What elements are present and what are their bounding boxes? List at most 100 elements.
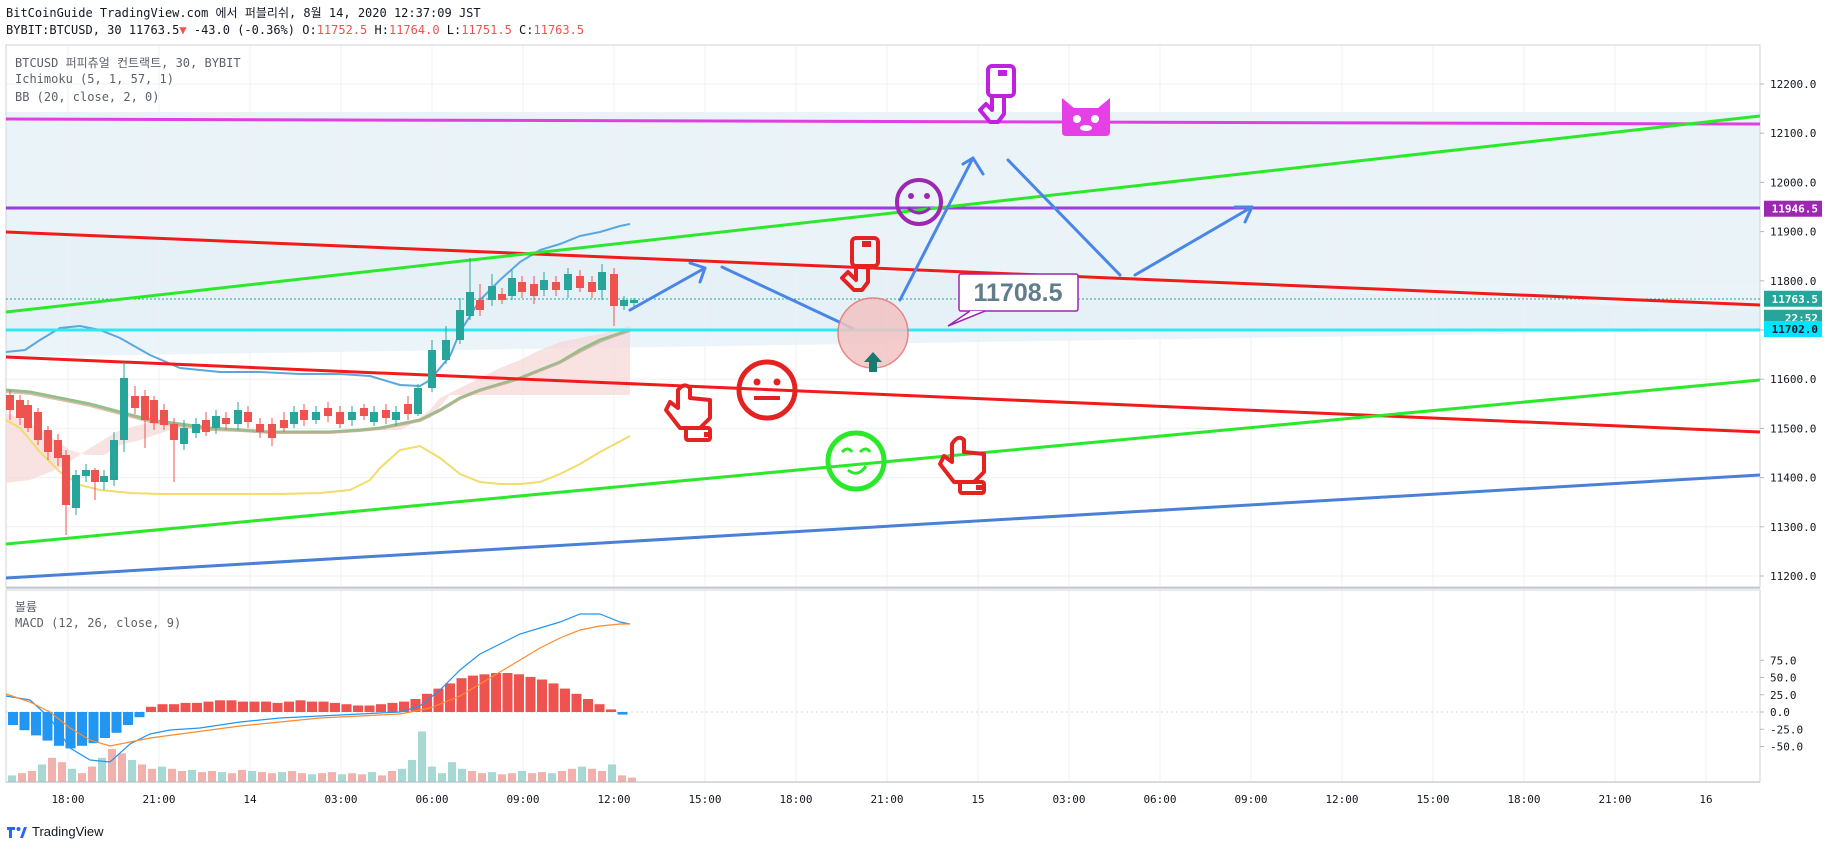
- candle: [414, 384, 422, 416]
- candle: [552, 276, 560, 296]
- footer-brand-label: TradingView: [32, 824, 104, 839]
- candle: [598, 264, 606, 300]
- macd-hist-bar: [8, 712, 18, 725]
- pointing-down-hand-icon[interactable]: [840, 236, 880, 292]
- time-tick-label: 12:00: [597, 793, 630, 806]
- volume-bar: [138, 764, 146, 782]
- volume-bar: [8, 775, 16, 782]
- candle: [91, 468, 99, 500]
- pointing-up-hand-icon[interactable]: [938, 435, 986, 495]
- time-tick-label: 21:00: [870, 793, 903, 806]
- projection-arrow-1: [628, 266, 707, 312]
- candle: [212, 410, 220, 434]
- volume-bar: [248, 771, 256, 782]
- price-tick-label: 11200.0: [1770, 570, 1816, 583]
- candle: [392, 406, 400, 426]
- macd-hist-bar: [617, 712, 628, 715]
- candle: [280, 412, 288, 432]
- macd-hist-bar: [399, 701, 409, 712]
- macd-hist-bar: [341, 704, 352, 712]
- macd-hist-bar: [65, 712, 76, 749]
- candle: [476, 284, 484, 316]
- price-tick-label: 11400.0: [1770, 472, 1816, 485]
- candlesticks[interactable]: [6, 258, 638, 535]
- price-axis[interactable]: 12200.012100.012000.011900.011800.011700…: [1760, 78, 1816, 583]
- triangle-down-icon: ▼: [179, 23, 187, 37]
- volume-bar: [118, 753, 126, 782]
- candle: [234, 402, 242, 430]
- volume-bar: [68, 768, 76, 782]
- candle: [312, 406, 320, 424]
- red-trendline-upper: [6, 230, 1760, 307]
- macd-hist-bar: [410, 699, 421, 712]
- arrow-up-icon: [864, 352, 882, 372]
- volume-bar: [448, 762, 456, 782]
- candle: [488, 274, 496, 306]
- macd-hist-bar: [226, 700, 237, 712]
- macd-hist-bar: [295, 700, 306, 712]
- price-callout[interactable]: 11708.5: [947, 273, 1079, 327]
- low-value: 11751.5: [461, 23, 512, 37]
- volume-bar: [238, 769, 246, 782]
- projection-arrow-3: [898, 156, 975, 302]
- volume-bar: [278, 772, 286, 782]
- candle: [222, 412, 230, 430]
- pointing-down-hand-icon[interactable]: [978, 64, 1016, 124]
- volume-bar: [318, 773, 326, 782]
- macd-hist-bar: [468, 675, 478, 712]
- volume-bar: [438, 773, 446, 782]
- candle: [456, 298, 464, 344]
- macd-hist-bar: [479, 674, 490, 712]
- volume-bar: [128, 760, 136, 782]
- price-tick-label: 12000.0: [1770, 176, 1816, 189]
- macd-hist-bar: [203, 701, 214, 712]
- macd-hist-bar: [502, 673, 513, 712]
- volume-bar: [48, 757, 56, 782]
- footer-brand[interactable]: TradingView: [6, 824, 104, 839]
- macd-hist-bar: [387, 702, 398, 712]
- volume-bar: [268, 773, 276, 782]
- volume-bar: [198, 772, 206, 782]
- candle: [256, 418, 264, 438]
- cat-face-icon[interactable]: [1062, 98, 1110, 136]
- volume-bar: [378, 775, 386, 782]
- time-tick-label: 15:00: [1416, 793, 1449, 806]
- candle: [141, 390, 149, 448]
- macd-axis[interactable]: 75.0 50.0 25.0 0.0 -25.0 -50.0: [1760, 654, 1803, 754]
- volume-bar: [598, 771, 606, 782]
- volume-bar: [418, 731, 426, 782]
- candle: [530, 276, 538, 304]
- volume-bar: [258, 772, 266, 782]
- smiley-icon[interactable]: [895, 178, 943, 226]
- time-tick-label: 21:00: [142, 793, 175, 806]
- candle: [370, 406, 378, 426]
- macd-hist-bar: [146, 706, 156, 712]
- candle: [62, 450, 70, 535]
- macd-hist-bar: [353, 705, 363, 712]
- macd-hist-bar: [560, 688, 570, 712]
- volume-bar: [168, 768, 176, 782]
- projection-arrows[interactable]: [628, 156, 1254, 330]
- volume-bar: [188, 769, 196, 782]
- green-trendline-upper: [6, 114, 1760, 314]
- macd-pane[interactable]: [5, 613, 1760, 782]
- candle: [336, 406, 344, 428]
- time-axis[interactable]: 18:00 21:00 14 03:00 06:00 09:00 12:00 15:00 18:…: [6, 781, 1760, 806]
- candle: [268, 418, 276, 446]
- candle: [150, 396, 158, 430]
- bb-lower-line: [6, 419, 631, 495]
- volume-bar: [308, 774, 316, 782]
- pointing-up-hand-icon[interactable]: [664, 383, 712, 442]
- macd-hist-bar: [123, 712, 133, 725]
- macd-hist-bar: [238, 701, 248, 712]
- dizzy-face-icon[interactable]: [825, 430, 887, 492]
- macd-hist-bar: [261, 701, 271, 712]
- volume-bar: [28, 771, 36, 782]
- volume-bar: [628, 777, 636, 782]
- blue-trendline: [6, 473, 1760, 580]
- volume-bar: [348, 773, 356, 782]
- legend-volume: 볼륨: [15, 600, 38, 614]
- neutral-face-icon[interactable]: [736, 359, 798, 421]
- volume-bar: [458, 768, 466, 782]
